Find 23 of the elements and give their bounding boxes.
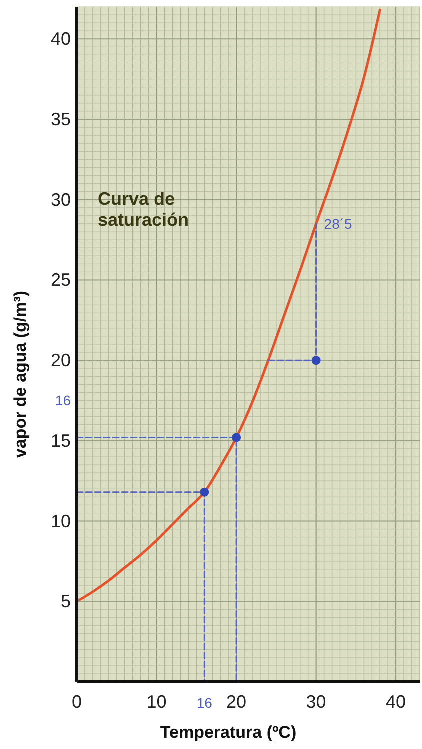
annotation: 28´5 [324, 216, 353, 232]
y-tick-label: 10 [50, 511, 71, 532]
line-series [76, 8, 382, 603]
x-tick-label: 40 [386, 692, 406, 712]
x-tick-label: 10 [146, 692, 167, 712]
point [200, 488, 210, 497]
y-tick-label: 30 [50, 190, 71, 210]
point [232, 433, 242, 442]
text: 16 [55, 392, 72, 409]
y-tick-label: 40 [50, 29, 71, 50]
annotation: 16 [196, 695, 213, 711]
x-tick-label: 30 [306, 692, 326, 712]
y-tick-label: 15 [50, 430, 71, 451]
y-tick-label: 20 [50, 350, 71, 371]
y-axis-title: vapor de agua (g/m³) [11, 290, 30, 458]
y-tick-label: 25 [50, 270, 71, 290]
annotation: Curva de saturación [98, 189, 190, 230]
x-tick-label: 20 [226, 692, 247, 712]
x-axis-title: Temperatura (ºC) [160, 723, 297, 742]
y-tick-label: 5 [60, 592, 71, 612]
y-tick-label: 35 [50, 110, 71, 130]
x-tick-label: 0 [72, 692, 82, 712]
point [312, 356, 321, 366]
